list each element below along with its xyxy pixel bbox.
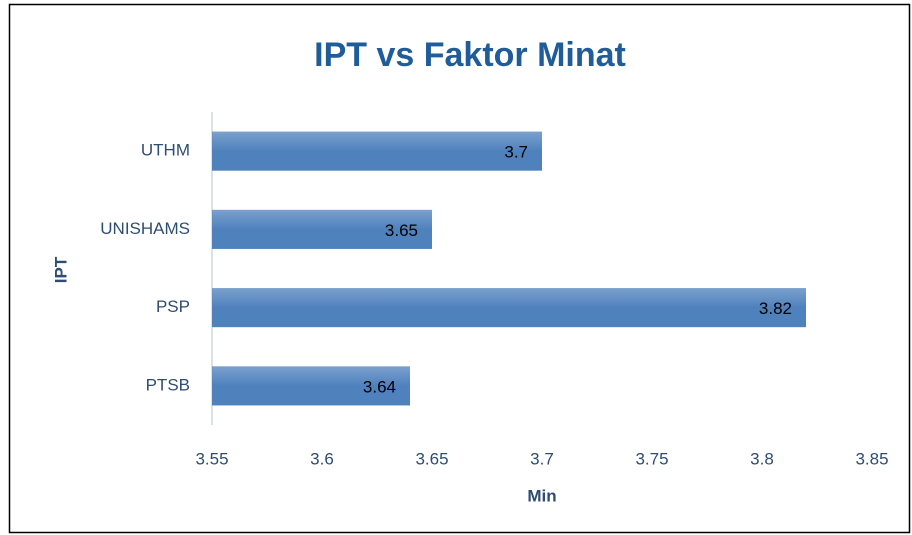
x-axis-title: Min [527,486,556,505]
y-tick-label: UTHM [141,141,190,160]
x-tick-label: 3.65 [415,449,448,468]
bar [212,366,410,406]
y-tick-label: PTSB [146,375,190,394]
chart-title: IPT vs Faktor Minat [314,36,626,74]
bar [212,288,806,328]
bar [212,131,542,171]
data-label: 3.65 [385,221,418,240]
data-label: 3.82 [759,299,792,318]
x-tick-label: 3.85 [855,449,888,468]
chart-border [8,3,911,534]
x-tick-label: 3.7 [530,449,554,468]
y-tick-label: PSP [156,297,190,316]
data-label: 3.64 [363,377,396,396]
x-tick-label: 3.55 [195,449,228,468]
y-axis-title: IPT [51,256,70,283]
data-label: 3.7 [504,143,528,162]
x-tick-label: 3.75 [635,449,668,468]
bar [212,209,432,249]
y-tick-label: UNISHAMS [100,219,190,238]
x-tick-label: 3.8 [750,449,774,468]
x-tick-label: 3.6 [310,449,334,468]
